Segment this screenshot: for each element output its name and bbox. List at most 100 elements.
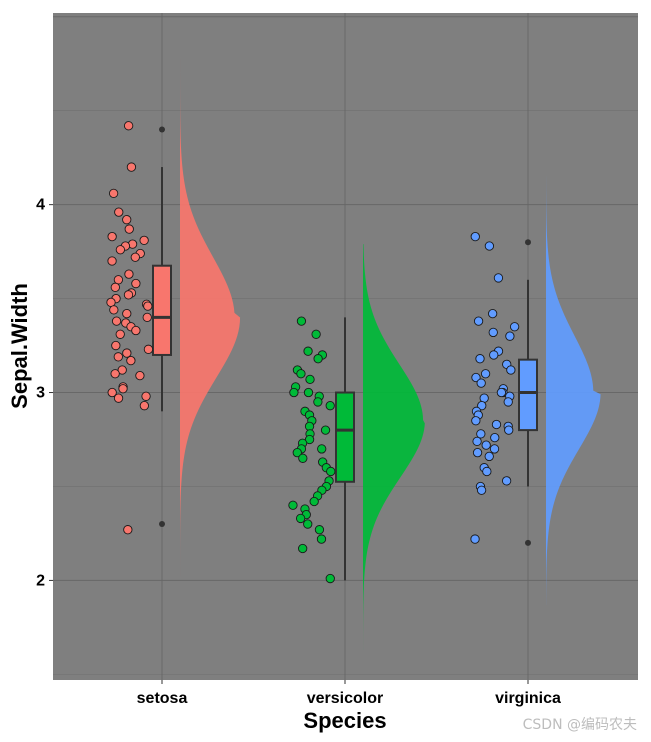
- data-point: [303, 346, 313, 356]
- data-point: [124, 224, 134, 234]
- data-point: [493, 273, 504, 283]
- data-point: [488, 327, 498, 338]
- data-point: [126, 355, 136, 366]
- violin-setosa: [180, 44, 241, 600]
- outlier-point: [525, 239, 531, 246]
- data-point: [113, 393, 124, 403]
- data-point: [481, 440, 491, 450]
- data-point: [314, 525, 325, 535]
- data-point: [325, 573, 335, 584]
- data-point: [295, 513, 306, 524]
- data-point: [501, 476, 512, 486]
- data-point: [491, 419, 502, 430]
- y-axis: 2 3 4: [36, 197, 53, 589]
- violins: [180, 44, 601, 650]
- data-point: [139, 235, 149, 245]
- outlier-point: [159, 521, 165, 528]
- box-virginica: [518, 358, 538, 432]
- data-point: [131, 278, 141, 289]
- watermark-text: CSDN @编码农夫: [522, 717, 637, 733]
- violin-versicolor: [363, 244, 425, 650]
- x-axis-title: Species: [303, 708, 386, 733]
- data-point: [482, 466, 492, 477]
- data-point: [118, 384, 128, 394]
- data-point: [107, 231, 117, 242]
- data-point: [123, 121, 134, 131]
- y-axis-title: Sepal.Width: [7, 283, 32, 409]
- data-point: [472, 436, 482, 447]
- data-point: [489, 444, 500, 454]
- data-point: [305, 374, 315, 385]
- data-point: [109, 305, 119, 315]
- data-point: [108, 188, 119, 199]
- outlier-point: [159, 126, 165, 133]
- y-tick-label: 2: [36, 572, 45, 589]
- data-point: [313, 397, 323, 407]
- jitter-points: [106, 121, 520, 584]
- data-point: [298, 453, 308, 463]
- data-point: [509, 322, 520, 332]
- data-point: [110, 282, 120, 292]
- data-point: [470, 231, 480, 242]
- data-point: [111, 340, 121, 351]
- y-tick-label: 4: [36, 197, 45, 214]
- data-point: [476, 485, 487, 495]
- data-point: [107, 387, 117, 398]
- data-point: [303, 519, 313, 529]
- data-point: [503, 397, 513, 407]
- data-point: [296, 316, 307, 326]
- boxplots: [152, 126, 538, 581]
- data-point: [122, 308, 132, 319]
- data-point: [484, 241, 495, 251]
- data-point: [131, 325, 141, 336]
- data-point: [311, 329, 321, 339]
- x-tick-label-versicolor: versicolor: [307, 690, 383, 707]
- data-point: [476, 378, 486, 388]
- violin-virginica: [546, 176, 601, 605]
- data-point: [473, 316, 484, 326]
- data-point: [304, 434, 315, 445]
- data-point: [111, 316, 122, 326]
- data-point: [476, 429, 486, 439]
- data-point: [490, 432, 500, 443]
- x-tick-label-virginica: virginica: [495, 690, 561, 707]
- data-point: [141, 391, 151, 401]
- data-point: [484, 451, 494, 462]
- data-point: [471, 372, 481, 383]
- data-point: [142, 312, 152, 323]
- data-point: [113, 352, 123, 362]
- data-point: [472, 448, 483, 458]
- data-point: [123, 290, 134, 300]
- data-point: [298, 543, 308, 554]
- data-point: [316, 534, 327, 544]
- data-point: [117, 365, 127, 375]
- data-point: [122, 348, 132, 358]
- data-point: [480, 369, 491, 379]
- data-point: [124, 269, 134, 279]
- outlier-point: [525, 539, 531, 546]
- box-versicolor: [335, 391, 355, 483]
- data-point: [289, 387, 299, 398]
- data-point: [309, 496, 319, 507]
- data-point: [326, 466, 336, 477]
- data-point: [122, 215, 132, 225]
- data-point: [126, 162, 137, 172]
- data-point: [114, 207, 124, 217]
- data-point: [123, 525, 133, 535]
- data-point: [477, 401, 487, 411]
- data-point: [489, 350, 499, 360]
- data-point: [135, 370, 145, 381]
- data-point: [506, 365, 516, 375]
- data-point: [296, 369, 306, 379]
- data-point: [139, 401, 150, 411]
- data-point: [487, 308, 498, 319]
- data-point: [471, 416, 481, 426]
- data-point: [496, 387, 507, 398]
- box-setosa: [152, 264, 172, 356]
- data-point: [143, 301, 153, 311]
- data-point: [325, 401, 335, 411]
- data-point: [115, 329, 125, 339]
- data-point: [107, 256, 117, 266]
- data-point: [475, 354, 485, 364]
